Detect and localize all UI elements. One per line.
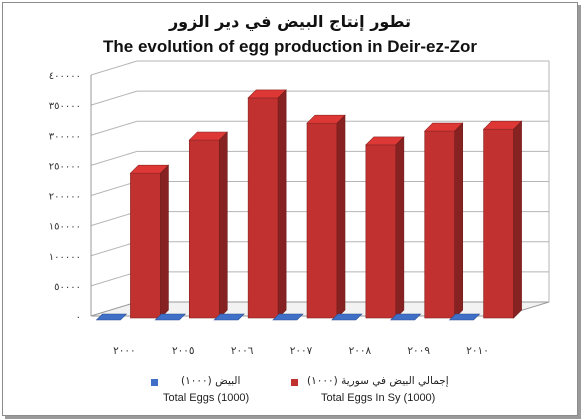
bar-total-eggs-sy-side bbox=[277, 89, 287, 319]
y-tick-label: ٥٠٠٠٠ bbox=[54, 282, 81, 293]
bar-total-eggs bbox=[448, 313, 481, 321]
bar-total-eggs-sy bbox=[424, 130, 456, 319]
x-tick-label: ٢٠٠٠ bbox=[113, 345, 136, 357]
bar-total-eggs bbox=[154, 313, 187, 321]
bar-total-eggs-sy-side bbox=[513, 120, 522, 319]
bar-total-eggs-sy bbox=[306, 122, 338, 319]
bar-total-eggs-sy bbox=[365, 144, 397, 319]
y-tick-label: ٤٠٠٠٠٠ bbox=[49, 71, 81, 82]
legend: البيض (١٠٠٠) Total Eggs (1000) إجمالي ال… bbox=[3, 375, 577, 409]
y-tick-label: ٣٠٠٠٠٠ bbox=[49, 131, 81, 142]
bar-total-eggs bbox=[331, 313, 363, 321]
x-tick-label: ٢٠٠٨ bbox=[349, 345, 372, 357]
y-tick-label: ٣٥٠٠٠٠ bbox=[49, 101, 81, 112]
gridline bbox=[90, 90, 549, 106]
chart-title-arabic: تطور إنتاج البيض في دير الزور bbox=[168, 12, 412, 31]
bar-total-eggs-sy-side bbox=[454, 122, 464, 319]
bar-total-eggs bbox=[272, 313, 304, 321]
x-tick-label: ٢٠١٠ bbox=[466, 345, 489, 357]
x-tick-label: ٢٠٠٦ bbox=[231, 345, 254, 357]
bar-total-eggs bbox=[95, 313, 128, 321]
bar-total-eggs-sy bbox=[247, 97, 279, 319]
gridline bbox=[90, 120, 549, 136]
bar-total-eggs-sy-side bbox=[336, 114, 346, 319]
legend-label-en-total-eggs-sy: Total Eggs In Sy (1000) bbox=[321, 392, 436, 404]
x-tick-label: ٢٠٠٥ bbox=[172, 345, 195, 357]
gridline bbox=[90, 150, 549, 166]
bar-total-eggs-sy bbox=[188, 139, 220, 319]
bar-total-eggs-sy-side bbox=[395, 136, 405, 319]
chart-title-english: The evolution of egg production in Deir-… bbox=[103, 37, 477, 56]
bar-total-eggs-sy bbox=[130, 172, 161, 319]
bar-total-eggs bbox=[213, 313, 245, 321]
y-tick-label: ٠ bbox=[76, 312, 81, 323]
y-tick-label: ١٠٠٠٠٠ bbox=[49, 252, 81, 263]
y-tick-label: ٢٠٠٠٠٠ bbox=[49, 192, 81, 203]
bar-total-eggs-sy bbox=[483, 128, 514, 319]
gridline bbox=[90, 60, 549, 76]
x-tick-label: ٢٠٠٩ bbox=[407, 345, 430, 357]
legend-swatch-red bbox=[291, 379, 298, 386]
bar-total-eggs bbox=[389, 313, 422, 321]
bar-total-eggs-sy-side bbox=[160, 164, 169, 319]
bar-chart-3d: ٠ ٥٠٠٠٠ ١٠٠٠٠٠ ١٥٠٠٠٠ ٢٠٠٠٠٠ ٢٥٠٠٠٠ ٣٠٠٠٠٠ ٣٥٠٠… bbox=[49, 60, 550, 357]
legend-label-ar-total-eggs-sy: إجمالي البيض في سورية (١٠٠٠) bbox=[307, 375, 449, 387]
x-tick-label: ٢٠٠٧ bbox=[290, 345, 313, 357]
y-tick-label: ١٥٠٠٠٠ bbox=[49, 222, 81, 233]
legend-label-ar-total-eggs: البيض (١٠٠٠) bbox=[181, 375, 241, 387]
legend-swatch-blue bbox=[151, 379, 158, 386]
bar-total-eggs-sy-side bbox=[218, 131, 228, 319]
legend-label-en-total-eggs: Total Eggs (1000) bbox=[163, 392, 250, 404]
chart-frame: تطور إنتاج البيض في دير الزور The evolut… bbox=[2, 2, 578, 416]
y-tick-label: ٢٥٠٠٠٠ bbox=[49, 161, 81, 172]
